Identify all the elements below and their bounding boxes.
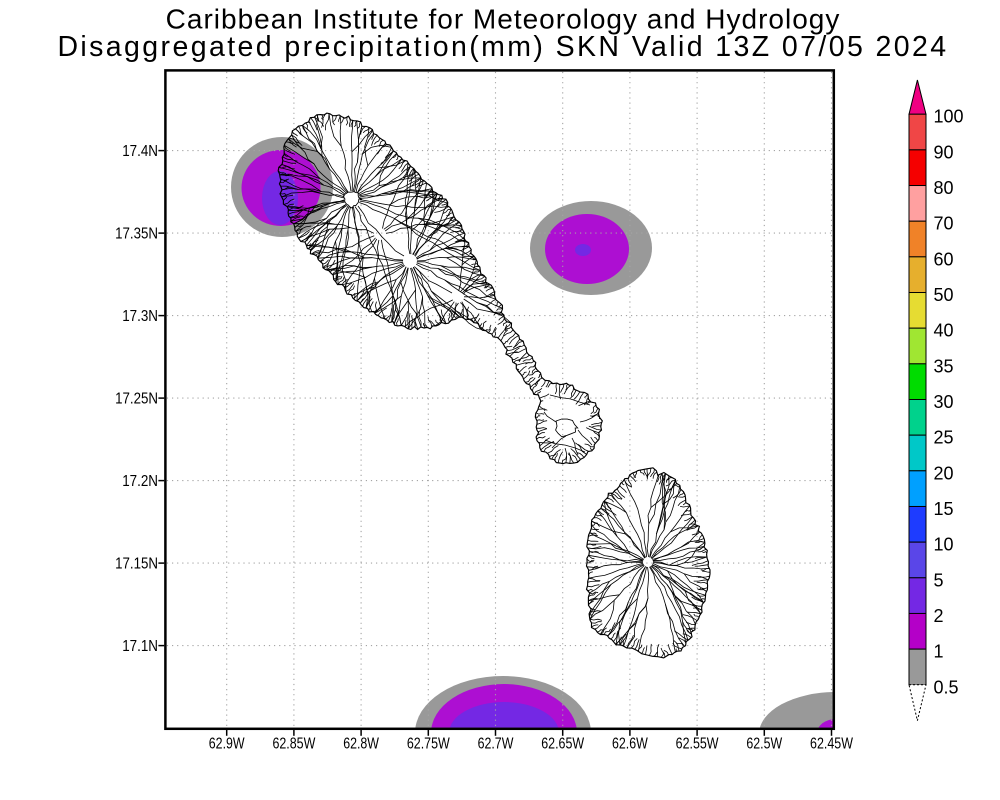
svg-text:62.7W: 62.7W xyxy=(478,736,514,753)
svg-text:62.6W: 62.6W xyxy=(612,736,648,753)
svg-text:60: 60 xyxy=(934,249,954,269)
svg-text:62.65W: 62.65W xyxy=(541,736,585,753)
svg-text:62.85W: 62.85W xyxy=(272,736,316,753)
svg-text:100: 100 xyxy=(934,107,964,127)
svg-text:20: 20 xyxy=(934,463,954,483)
svg-text:62.9W: 62.9W xyxy=(209,736,245,753)
svg-text:17.35N: 17.35N xyxy=(115,226,158,243)
svg-text:Disaggregated precipitation(mm: Disaggregated precipitation(mm) SKN Vali… xyxy=(57,31,948,63)
svg-text:50: 50 xyxy=(934,285,954,305)
svg-text:17.1N: 17.1N xyxy=(122,638,158,655)
svg-text:62.55W: 62.55W xyxy=(676,736,720,753)
svg-text:5: 5 xyxy=(934,570,944,590)
svg-text:62.8W: 62.8W xyxy=(343,736,379,753)
svg-text:25: 25 xyxy=(934,428,954,448)
svg-text:90: 90 xyxy=(934,142,954,162)
svg-text:15: 15 xyxy=(934,499,954,519)
svg-text:62.75W: 62.75W xyxy=(407,736,451,753)
svg-text:17.2N: 17.2N xyxy=(122,473,158,490)
svg-text:Caribbean Institute for Meteor: Caribbean Institute for Meteorology and … xyxy=(166,4,841,35)
svg-text:17.25N: 17.25N xyxy=(115,391,158,408)
svg-text:17.3N: 17.3N xyxy=(122,308,158,325)
svg-text:40: 40 xyxy=(934,321,954,341)
svg-text:35: 35 xyxy=(934,356,954,376)
svg-text:10: 10 xyxy=(934,535,954,555)
svg-text:62.45W: 62.45W xyxy=(810,736,854,753)
svg-text:30: 30 xyxy=(934,392,954,412)
svg-text:17.4N: 17.4N xyxy=(122,143,158,160)
svg-text:0.5: 0.5 xyxy=(934,677,959,697)
svg-text:2: 2 xyxy=(934,606,944,626)
svg-text:70: 70 xyxy=(934,214,954,234)
svg-text:80: 80 xyxy=(934,178,954,198)
svg-text:17.15N: 17.15N xyxy=(115,556,158,573)
svg-text:62.5W: 62.5W xyxy=(746,736,782,753)
svg-text:1: 1 xyxy=(934,642,944,662)
